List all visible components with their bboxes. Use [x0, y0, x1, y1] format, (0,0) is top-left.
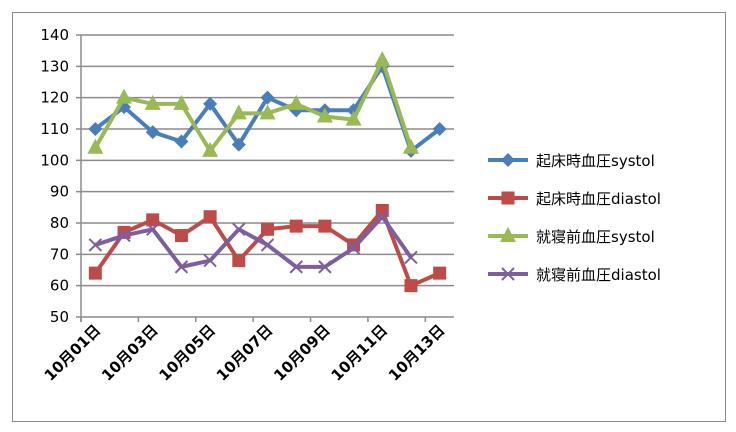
y-tick-label: 140	[40, 26, 69, 44]
triangle-marker	[116, 88, 133, 104]
series-line	[93, 58, 413, 153]
square-marker	[433, 266, 447, 280]
triangle-marker	[402, 138, 419, 154]
diamond-marker	[260, 90, 275, 105]
triangle-marker	[144, 94, 161, 110]
triangle-marker	[202, 141, 219, 157]
x-tick-label: 10月03日	[98, 321, 161, 384]
x-tick-label: 10月05日	[155, 321, 218, 384]
x-marker	[404, 250, 418, 265]
triangle-marker	[316, 107, 333, 123]
x-marker	[146, 222, 160, 236]
x-marker	[203, 253, 217, 268]
diamond-marker	[501, 153, 515, 167]
diamond-marker	[88, 122, 103, 136]
legend-item: 起床時血圧diastol	[488, 190, 661, 208]
y-tick-label: 60	[50, 277, 69, 295]
triangle-marker	[345, 110, 362, 126]
legend-label: 起床時血圧systol	[536, 152, 655, 170]
legend-item: 就寝前血圧diastol	[488, 266, 661, 284]
square-marker	[88, 266, 102, 280]
series-3	[87, 51, 419, 157]
triangle-marker	[87, 138, 104, 154]
y-tick-label: 70	[50, 245, 69, 263]
x-marker	[232, 222, 246, 236]
x-tick-label: 10月09日	[270, 321, 333, 384]
series-2	[88, 203, 447, 293]
y-tick-label: 110	[40, 120, 69, 138]
x-marker	[289, 260, 303, 274]
x-marker	[501, 267, 515, 281]
square-marker	[501, 191, 515, 205]
x-marker	[88, 238, 103, 252]
triangle-marker	[230, 104, 247, 120]
triangle-marker	[259, 104, 276, 120]
triangle-marker	[173, 94, 190, 110]
triangle-marker	[500, 227, 516, 242]
legend-label: 就寝前血圧systol	[536, 228, 655, 246]
square-marker	[404, 279, 418, 293]
square-marker	[174, 229, 188, 243]
triangle-marker	[374, 51, 391, 67]
x-tick-label: 10月07日	[213, 321, 276, 384]
y-tick-label: 120	[40, 89, 69, 107]
x-marker	[346, 241, 361, 255]
diamond-marker	[174, 134, 189, 149]
x-tick-label: 10月11日	[328, 321, 391, 384]
chart-frame	[12, 12, 726, 422]
legend-label: 起床時血圧diastol	[536, 190, 661, 208]
square-marker	[146, 213, 160, 227]
legend-label: 就寝前血圧diastol	[536, 266, 661, 284]
y-tick-label: 80	[50, 214, 69, 232]
x-tick-label: 10月01日	[41, 321, 104, 384]
x-marker	[260, 238, 275, 252]
y-tick-label: 90	[50, 183, 69, 201]
square-marker	[289, 219, 303, 233]
y-tick-label: 100	[40, 151, 69, 169]
series-4	[88, 210, 418, 274]
x-marker	[174, 260, 189, 274]
legend-item: 就寝前血圧systol	[488, 227, 655, 246]
y-tick-label: 50	[50, 308, 69, 326]
square-marker	[261, 222, 274, 236]
legend-item: 起床時血圧systol	[488, 152, 655, 170]
square-marker	[203, 210, 217, 224]
diamond-marker	[231, 137, 246, 152]
diamond-marker	[203, 96, 218, 111]
square-marker	[318, 219, 332, 233]
triangle-marker	[288, 94, 305, 110]
x-tick-label: 10月13日	[385, 321, 448, 384]
x-marker	[117, 228, 131, 243]
square-marker	[232, 254, 246, 268]
x-marker	[375, 210, 389, 224]
diamond-marker	[145, 125, 160, 140]
x-marker	[318, 260, 332, 274]
y-tick-label: 130	[40, 57, 69, 75]
diamond-marker	[432, 122, 447, 136]
